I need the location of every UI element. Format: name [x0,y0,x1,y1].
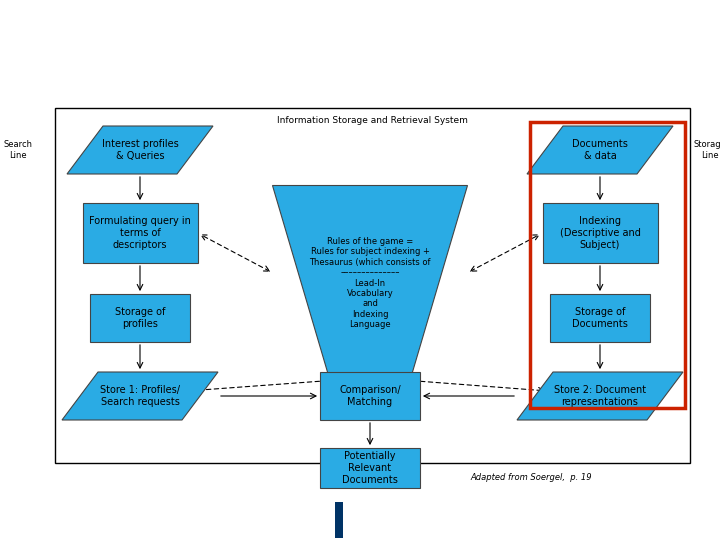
Polygon shape [67,126,213,174]
Text: 2011.01.26 - SLIDE 31: 2011.01.26 - SLIDE 31 [597,515,706,525]
Polygon shape [62,372,218,420]
Text: Search
Line: Search Line [4,140,32,160]
Polygon shape [272,186,467,381]
Text: Comparison/
Matching: Comparison/ Matching [339,385,401,407]
Text: Potentially
Relevant
Documents: Potentially Relevant Documents [342,451,398,484]
Text: Interest profiles
& Queries: Interest profiles & Queries [102,139,179,161]
Text: Documents
& data: Documents & data [572,139,628,161]
Bar [320,372,420,420]
Polygon shape [527,126,673,174]
Text: Rules of the game =
Rules for subject indexing +
Thesaurus (which consists of
––: Rules of the game = Rules for subject in… [310,237,431,329]
Bar [83,203,197,263]
Text: Adapted from Soergel,  p. 19: Adapted from Soergel, p. 19 [470,473,592,482]
Text: Indexing
(Descriptive and
Subject): Indexing (Descriptive and Subject) [559,217,640,249]
FancyBboxPatch shape [335,502,343,538]
Bar [542,203,657,263]
Text: IS 240 – Spring 2011: IS 240 – Spring 2011 [14,515,115,525]
Bar [550,294,650,342]
Text: Storage of
profiles: Storage of profiles [114,307,165,329]
Text: UC Berkeley School of Information: UC Berkeley School of Information [276,515,444,525]
Text: Storage of
Documents: Storage of Documents [572,307,628,329]
Text: Structure of an IR System: Structure of an IR System [11,31,454,60]
Text: Store 1: Profiles/
Search requests: Store 1: Profiles/ Search requests [100,385,180,407]
Bar [55,108,690,463]
Polygon shape [517,372,683,420]
Text: Storage
Line: Storage Line [693,140,720,160]
Text: Store 2: Document
representations: Store 2: Document representations [554,385,646,407]
Text: Formulating query in
terms of
descriptors: Formulating query in terms of descriptor… [89,217,191,249]
Bar [90,294,190,342]
Bar [530,122,685,408]
Text: Information Storage and Retrieval System: Information Storage and Retrieval System [276,116,467,125]
Bar [320,448,420,488]
